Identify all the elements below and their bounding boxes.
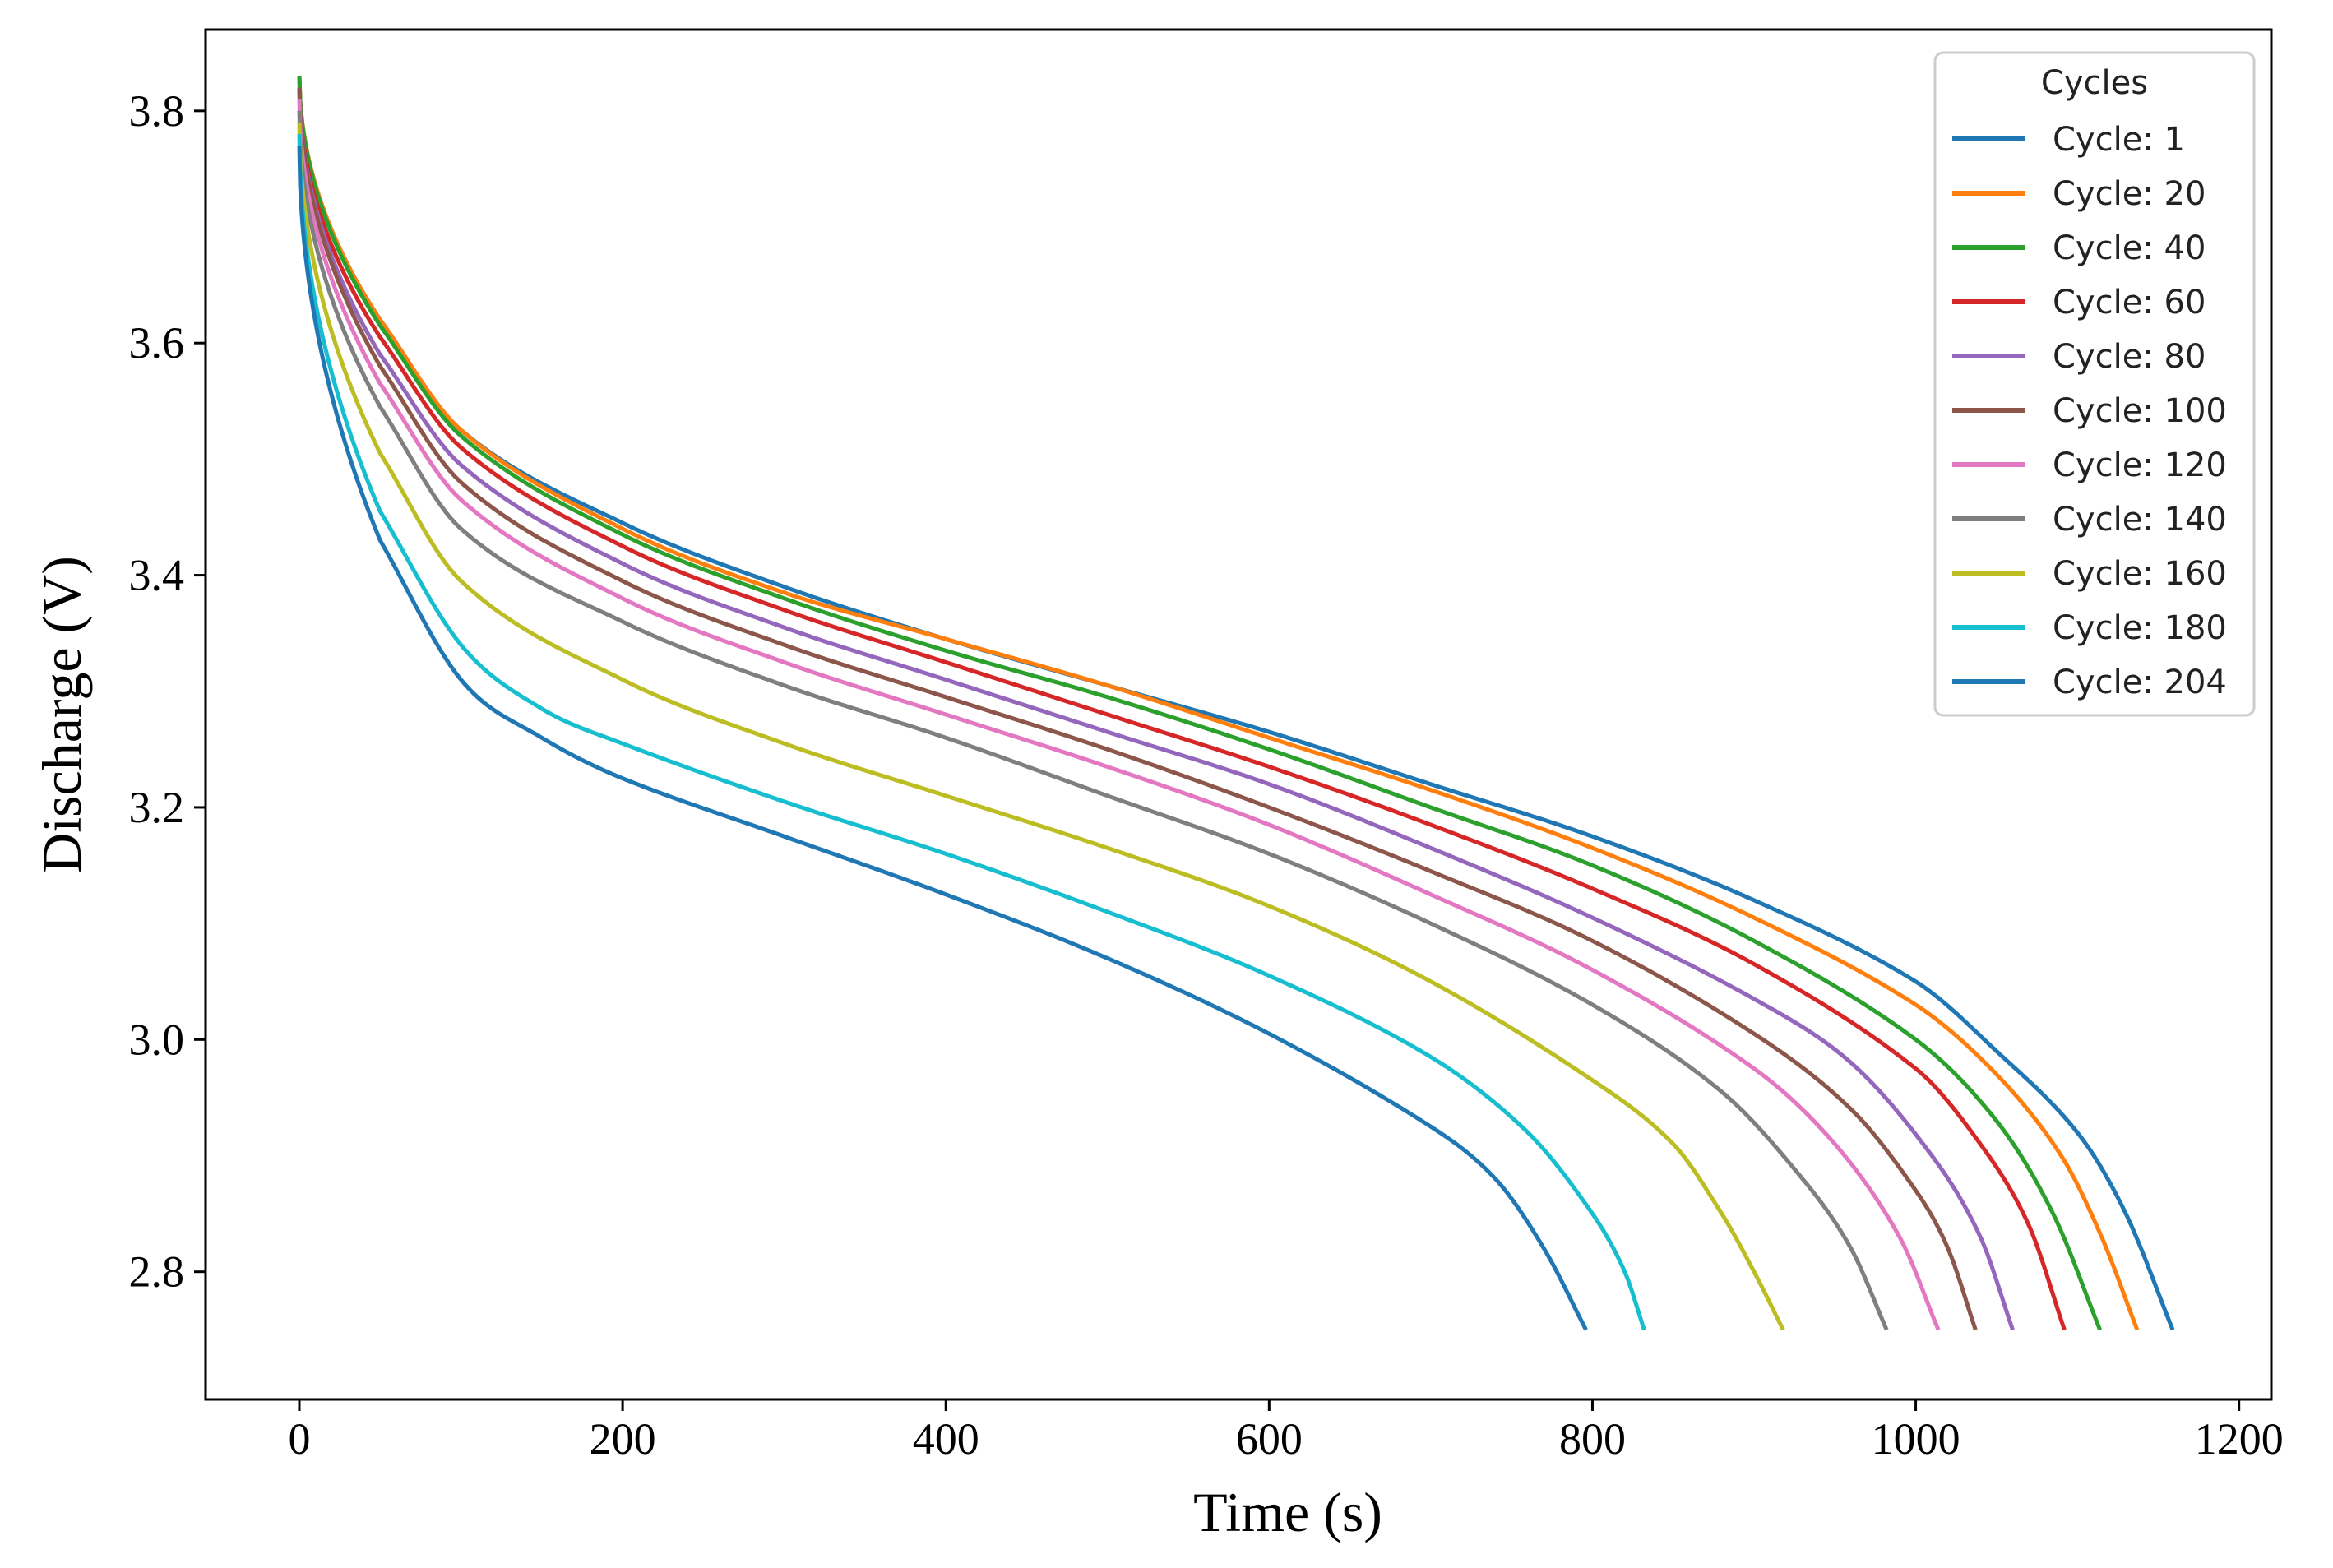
legend-entry-label: Cycle: 140 [2053, 501, 2227, 539]
y-tick-label: 3.2 [129, 783, 185, 832]
legend-title: Cycles [2041, 64, 2148, 102]
y-tick-label: 3.0 [129, 1015, 185, 1064]
series-line-7 [297, 99, 1941, 1331]
legend-entry-label: Cycle: 120 [2053, 446, 2227, 484]
legend-entry-label: Cycle: 20 [2053, 175, 2206, 213]
series-line-4 [297, 87, 2067, 1331]
legend-box [1933, 51, 2256, 717]
x-axis-ticks: 0 200 400 600 800 1000 1200 [289, 1399, 2284, 1464]
x-tick-label: 0 [289, 1414, 311, 1464]
y-tick-label: 3.8 [129, 86, 185, 136]
x-tick-label: 600 [1236, 1414, 1303, 1464]
plot-frame [204, 28, 2273, 1401]
legend-entry-label: Cycle: 204 [2053, 664, 2227, 701]
x-axis-label: Time (s) [1193, 1481, 1382, 1543]
legend-entries: Cycle: 1 Cycle: 20 Cycle: 40 Cycle: 60 Cycle… [1952, 121, 2227, 701]
y-tick-label: 2.8 [129, 1247, 185, 1297]
y-axis-ticks: 2.8 3.0 3.2 3.4 3.6 3.8 [129, 86, 206, 1297]
legend-entry-label: Cycle: 100 [2053, 392, 2227, 430]
series-line-5 [297, 87, 2015, 1331]
legend-entry-label: Cycle: 40 [2053, 229, 2206, 267]
x-tick-label: 200 [590, 1414, 656, 1464]
legend-entry-label: Cycle: 180 [2053, 609, 2227, 647]
series-line-8 [297, 110, 1889, 1331]
x-tick-label: 1000 [1872, 1414, 1960, 1464]
y-tick-label: 3.6 [129, 318, 185, 368]
x-tick-label: 1200 [2195, 1414, 2284, 1464]
series-layer [297, 76, 2175, 1331]
series-line-11 [297, 146, 1588, 1331]
y-tick-label: 3.4 [129, 551, 185, 600]
legend-entry-label: Cycle: 160 [2053, 555, 2227, 593]
series-line-3 [297, 76, 2102, 1331]
legend-entry-label: Cycle: 60 [2053, 284, 2206, 321]
series-line-10 [297, 134, 1646, 1331]
legend-entry-label: Cycle: 80 [2053, 338, 2206, 376]
legend-entry-label: Cycle: 1 [2053, 121, 2185, 159]
y-axis-label: Discharge (V) [30, 556, 93, 873]
x-tick-label: 400 [913, 1414, 979, 1464]
series-line-9 [297, 122, 1785, 1331]
series-line-2 [297, 76, 2140, 1331]
x-tick-label: 800 [1559, 1414, 1626, 1464]
series-line-6 [297, 87, 1978, 1331]
